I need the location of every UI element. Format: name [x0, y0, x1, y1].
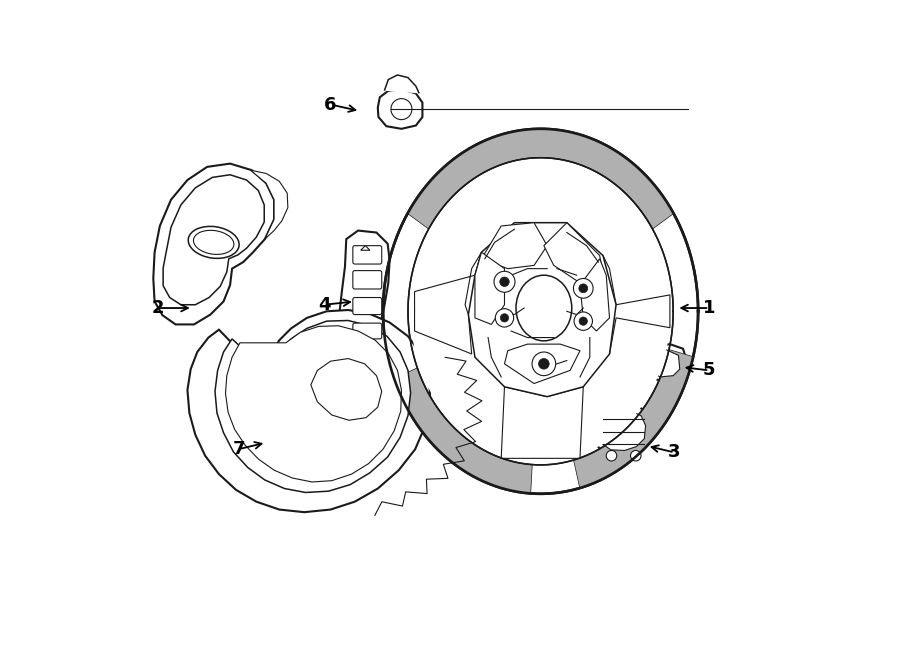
Circle shape: [391, 99, 412, 120]
Text: 3: 3: [669, 444, 680, 461]
FancyBboxPatch shape: [353, 297, 382, 314]
Circle shape: [574, 312, 592, 330]
Polygon shape: [250, 170, 288, 239]
Polygon shape: [394, 368, 532, 493]
Text: 7: 7: [232, 440, 245, 458]
Polygon shape: [468, 222, 616, 397]
Circle shape: [495, 308, 514, 327]
Polygon shape: [573, 350, 693, 488]
Text: 5: 5: [703, 361, 716, 379]
Polygon shape: [408, 129, 673, 229]
Polygon shape: [378, 89, 422, 129]
Text: 4: 4: [318, 296, 330, 314]
Polygon shape: [415, 252, 482, 354]
Polygon shape: [383, 129, 698, 494]
FancyBboxPatch shape: [353, 323, 382, 339]
Circle shape: [532, 352, 555, 375]
Polygon shape: [645, 344, 687, 381]
Polygon shape: [384, 75, 419, 93]
Polygon shape: [602, 410, 645, 450]
Polygon shape: [310, 359, 382, 420]
Ellipse shape: [516, 275, 572, 341]
Polygon shape: [163, 175, 265, 305]
Circle shape: [500, 314, 508, 322]
Polygon shape: [361, 246, 370, 250]
Polygon shape: [544, 222, 607, 292]
Polygon shape: [226, 326, 401, 482]
Text: 1: 1: [703, 299, 716, 317]
Polygon shape: [603, 256, 670, 354]
Polygon shape: [482, 222, 547, 269]
Circle shape: [494, 271, 515, 292]
Polygon shape: [475, 252, 505, 324]
Circle shape: [579, 284, 588, 293]
Polygon shape: [153, 164, 274, 324]
Polygon shape: [580, 259, 609, 331]
Polygon shape: [505, 344, 580, 383]
Text: 6: 6: [324, 95, 337, 113]
Text: 2: 2: [151, 299, 164, 317]
Polygon shape: [652, 350, 680, 377]
Polygon shape: [215, 320, 410, 493]
Circle shape: [573, 279, 593, 298]
Circle shape: [607, 450, 616, 461]
Circle shape: [500, 277, 509, 287]
Polygon shape: [501, 387, 583, 458]
Polygon shape: [411, 161, 670, 461]
Circle shape: [631, 450, 641, 461]
Circle shape: [579, 317, 588, 325]
FancyBboxPatch shape: [353, 246, 382, 264]
Polygon shape: [345, 355, 383, 371]
Polygon shape: [187, 310, 430, 512]
FancyBboxPatch shape: [353, 271, 382, 289]
Ellipse shape: [194, 230, 234, 254]
Circle shape: [538, 359, 549, 369]
Polygon shape: [594, 402, 651, 455]
Ellipse shape: [188, 226, 239, 258]
Polygon shape: [338, 230, 390, 360]
